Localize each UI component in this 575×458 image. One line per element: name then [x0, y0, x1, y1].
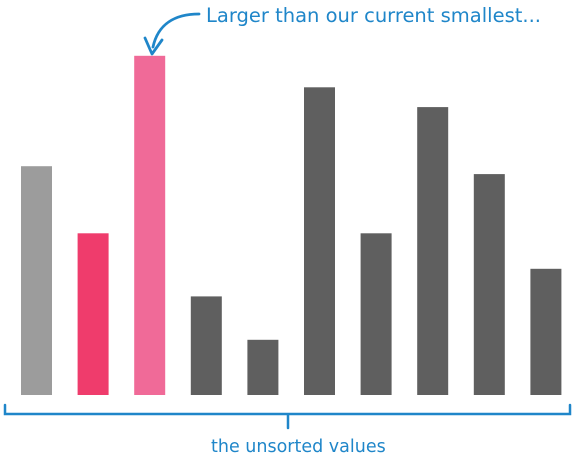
bar-5: [247, 339, 279, 395]
bar-10: [530, 268, 562, 395]
bars-group: [21, 55, 562, 396]
callout-arrow: [151, 12, 201, 49]
bar-1: [21, 166, 52, 395]
bar-3: [134, 55, 166, 396]
bar-4: [190, 296, 222, 395]
bar-6: [304, 87, 335, 396]
bracket-label: the unsorted values: [211, 437, 386, 457]
bar-8: [417, 107, 449, 395]
bar-7: [360, 233, 392, 395]
bar-9: [473, 174, 505, 395]
unsorted-bracket: [3, 403, 572, 430]
callout-arrowhead: [143, 36, 164, 56]
callout-label: Larger than our current smallest...: [206, 4, 541, 27]
bar-2: [77, 233, 109, 395]
